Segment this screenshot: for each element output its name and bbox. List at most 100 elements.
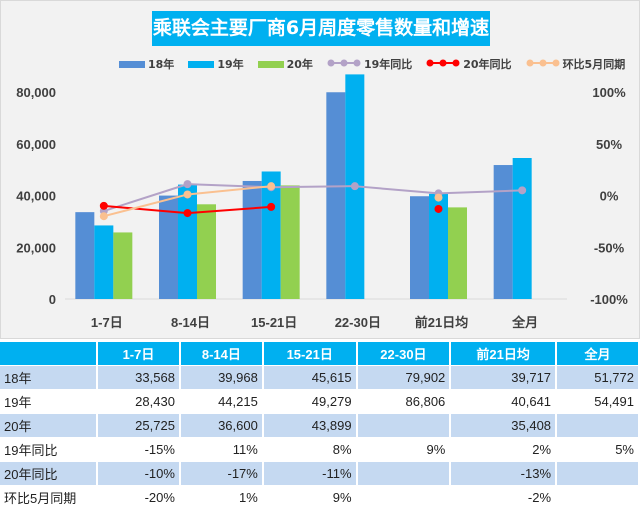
table-cell xyxy=(556,485,640,506)
table-cell xyxy=(356,461,452,486)
legend-label: 环比5月同期 xyxy=(562,58,626,71)
point-环比5月同期-前21日均 xyxy=(434,193,443,202)
row-label: 20年同比 xyxy=(0,461,98,486)
bar-20年-8-14日 xyxy=(197,204,216,299)
bar-18年-全月 xyxy=(493,165,513,299)
table-cell: 36,600 xyxy=(179,413,264,438)
table-cell: 44,215 xyxy=(179,389,264,414)
bar-18年-8-14日 xyxy=(159,195,178,299)
plot: 0 20,000 40,000 60,000 80,000 -100% -50% 0% 50% 1… xyxy=(16,74,628,330)
table-cell: 35,408 xyxy=(450,413,558,438)
table-row: 20年同比 -10% -17% -11% -13% xyxy=(0,461,640,486)
table-cell: 2% xyxy=(450,437,558,462)
legend-item: 环比5月同期 xyxy=(526,56,626,72)
table-cell: 1% xyxy=(179,485,264,506)
line-segment-20年同比 xyxy=(187,205,272,215)
table-cell: -2% xyxy=(450,485,558,506)
point-20年同比-8-14日 xyxy=(183,209,192,218)
legend-swatch-icon xyxy=(188,60,215,68)
table-cell: 43,899 xyxy=(262,413,358,438)
table-cell: -13% xyxy=(450,461,558,486)
x-axis-tick: 前21日均 xyxy=(415,315,468,330)
table-row: 20年 25,725 36,600 43,899 35,408 xyxy=(0,413,640,438)
column-header: 前21日均 xyxy=(450,342,558,366)
left-axis-tick: 20,000 xyxy=(16,240,56,255)
table-cell xyxy=(356,413,452,438)
line-segment-19年同比 xyxy=(271,185,355,189)
table-cell: 86,806 xyxy=(356,389,452,414)
x-axis-tick: 15-21日 xyxy=(251,315,297,330)
left-axis-tick: 0 xyxy=(49,292,56,307)
bar-20年-15-21日 xyxy=(280,185,300,299)
legend-label: 19年 xyxy=(217,58,244,71)
column-header: 22-30日 xyxy=(356,342,452,366)
table-cell: -10% xyxy=(97,461,181,486)
right-axis-tick: -50% xyxy=(594,240,625,255)
table-row: 环比5月同期 -20% 1% 9% -2% xyxy=(0,485,640,506)
legend-item: 18年 xyxy=(119,56,174,72)
right-axis-tick: -100% xyxy=(590,292,628,307)
bar-18年-22-30日 xyxy=(326,92,346,300)
column-header: 1-7日 xyxy=(97,342,181,366)
table-cell: 45,615 xyxy=(262,365,358,390)
legend-item: 19年同比 xyxy=(327,56,412,72)
table-row: 19年 28,430 44,215 49,279 86,806 40,641 54,491 xyxy=(0,389,640,414)
row-label: 19年 xyxy=(0,389,98,414)
column-header xyxy=(0,342,98,366)
table-cell xyxy=(556,461,640,486)
point-20年同比-15-21日 xyxy=(267,202,276,211)
legend-label: 20年同比 xyxy=(463,58,512,71)
bar-18年-前21日均 xyxy=(410,196,429,299)
legend-item: 20年同比 xyxy=(426,56,512,72)
table-cell: 40,641 xyxy=(450,389,558,414)
column-header: 8-14日 xyxy=(179,342,264,366)
legend-line-marker-icon xyxy=(327,58,361,71)
legend-line-marker-icon xyxy=(526,58,560,71)
table-cell: 39,968 xyxy=(179,365,264,390)
bar-19年-15-21日 xyxy=(261,171,281,299)
left-axis-tick: 80,000 xyxy=(16,85,56,100)
line-segment-19年同比 xyxy=(354,185,439,195)
point-环比5月同期-15-21日 xyxy=(267,182,276,191)
column-header: 15-21日 xyxy=(262,342,358,366)
bar-18年-15-21日 xyxy=(242,180,262,299)
row-label: 20年 xyxy=(0,413,98,438)
table-cell: 5% xyxy=(556,437,640,462)
line-segment-20年同比 xyxy=(103,204,188,215)
point-20年同比-前21日均 xyxy=(434,204,443,213)
x-axis-tick: 1-7日 xyxy=(91,315,123,330)
right-axis-tick: 100% xyxy=(592,85,626,100)
right-axis-tick: 50% xyxy=(596,137,622,152)
legend-label: 18年 xyxy=(148,58,175,71)
table-cell: 8% xyxy=(262,437,358,462)
table-cell: -20% xyxy=(97,485,181,506)
table-row: 19年同比 -15% 11% 8% 9% 2% 5% xyxy=(0,437,640,462)
bar-19年-全月 xyxy=(512,158,532,299)
table-cell xyxy=(556,413,640,438)
row-label: 19年同比 xyxy=(0,437,98,462)
right-axis-tick: 0% xyxy=(600,189,619,204)
point-环比5月同期-1-7日 xyxy=(99,212,108,221)
table-cell: 9% xyxy=(262,485,358,506)
chart-title: 乘联会主要厂商6月周度零售数量和增速 xyxy=(152,11,490,46)
table-cell: 11% xyxy=(179,437,264,462)
column-header: 全月 xyxy=(556,342,640,366)
table-cell: 25,725 xyxy=(97,413,181,438)
bar-18年-1-7日 xyxy=(75,212,95,299)
table-cell: 39,717 xyxy=(450,365,558,390)
table-cell: 51,772 xyxy=(556,365,640,390)
left-axis-tick: 40,000 xyxy=(16,189,56,204)
bar-19年-前21日均 xyxy=(429,193,448,299)
table-cell: 54,491 xyxy=(556,389,640,414)
point-19年同比-22-30日 xyxy=(350,182,359,191)
bar-20年-1-7日 xyxy=(113,232,133,299)
legend-swatch-icon xyxy=(257,60,284,68)
table-cell: 9% xyxy=(356,437,452,462)
x-axis-tick: 8-14日 xyxy=(171,315,210,330)
point-20年同比-1-7日 xyxy=(99,201,108,210)
table-cell: 28,430 xyxy=(97,389,181,414)
legend-line-marker-icon xyxy=(426,58,460,71)
legend-label: 20年 xyxy=(286,58,313,71)
x-axis-tick: 全月 xyxy=(511,315,538,330)
